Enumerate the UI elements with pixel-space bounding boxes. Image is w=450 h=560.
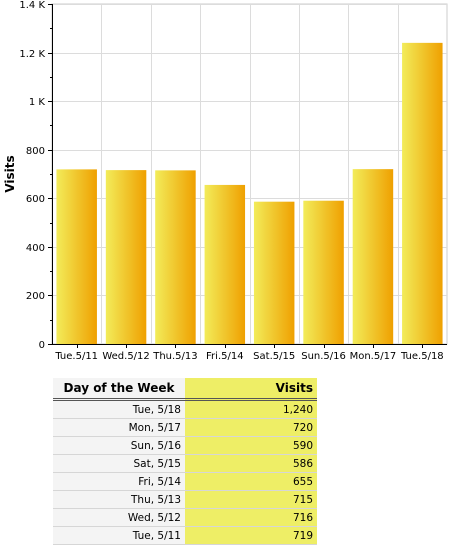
table-row: Fri, 5/14 655 — [53, 472, 317, 491]
bar-thu-5-13 — [155, 170, 196, 344]
bar-mon-5-17 — [352, 169, 394, 344]
x-tick-label: Sat.5/15 — [253, 351, 295, 362]
x-tick-label: Wed.5/12 — [102, 351, 149, 362]
x-tick-label: Tue.5/11 — [54, 351, 98, 362]
y-axis-title: Visits — [3, 155, 17, 192]
table-row: Mon, 5/17 720 — [53, 418, 317, 437]
bar-tue-5-18 — [402, 42, 443, 344]
row-visits: 720 — [185, 418, 317, 437]
header-day-of-week: Day of the Week — [53, 378, 185, 401]
bar-tue-5-11 — [56, 169, 97, 344]
x-tick-label: Mon.5/17 — [350, 351, 397, 362]
y-tick-label: 1 K — [29, 97, 46, 108]
row-day: Mon, 5/17 — [53, 418, 185, 437]
y-tick-label: 200 — [26, 291, 45, 302]
y-tick-label: 1.2 K — [19, 49, 45, 60]
table-header-row: Day of the Week Visits — [53, 378, 317, 401]
row-visits: 1,240 — [185, 399, 317, 419]
table-row: Thu, 5/13 715 — [53, 490, 317, 509]
y-tick-label: 400 — [26, 243, 45, 254]
visits-bar-chart: 0 200 400 600 800 1 K 1.2 K 1.4 K Visits Tue.5/11… — [3, 0, 448, 362]
row-visits: 716 — [185, 508, 317, 527]
table-row: Wed, 5/12 716 — [53, 508, 317, 527]
row-day: Thu, 5/13 — [53, 490, 185, 509]
table-row: Sat, 5/15 586 — [53, 454, 317, 473]
row-visits: 586 — [185, 454, 317, 473]
row-day: Sat, 5/15 — [53, 454, 185, 473]
x-tick-label: Tue.5/18 — [400, 351, 444, 362]
bar-sat-5-15 — [253, 201, 295, 344]
bar-wed-5-12 — [105, 170, 147, 344]
x-tick-label: Thu.5/13 — [152, 351, 197, 362]
bar-fri-5-14 — [204, 184, 246, 344]
y-tick-label: 800 — [26, 146, 45, 157]
row-visits: 719 — [185, 526, 317, 545]
table-row: Tue, 5/18 1,240 — [53, 399, 317, 419]
header-visits: Visits — [185, 378, 317, 401]
row-day: Tue, 5/18 — [53, 399, 185, 419]
y-tick-label: 600 — [26, 194, 45, 205]
row-visits: 590 — [185, 436, 317, 455]
table-row: Sun, 5/16 590 — [53, 436, 317, 455]
x-tick-label: Fri.5/14 — [206, 351, 244, 362]
row-day: Wed, 5/12 — [53, 508, 185, 527]
y-tick-label: 0 — [39, 340, 45, 351]
x-tick-label: Sun.5/16 — [301, 351, 346, 362]
y-tick-label: 1.4 K — [19, 0, 45, 11]
row-day: Sun, 5/16 — [53, 436, 185, 455]
row-day: Fri, 5/14 — [53, 472, 185, 491]
visits-data-table: Day of the Week Visits Tue, 5/18 1,240 M… — [53, 378, 317, 545]
table-row: Tue, 5/11 719 — [53, 526, 317, 545]
row-day: Tue, 5/11 — [53, 526, 185, 545]
row-visits: 655 — [185, 472, 317, 491]
bar-sun-5-16 — [303, 200, 344, 344]
row-visits: 715 — [185, 490, 317, 509]
